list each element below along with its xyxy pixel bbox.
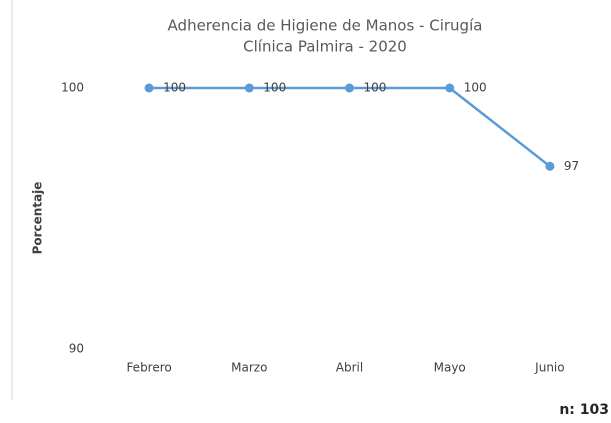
x-tick-label: Abril [336, 361, 363, 375]
data-point [244, 83, 254, 93]
x-tick-label: Junio [534, 361, 564, 375]
annotation: n: 103 [559, 402, 609, 418]
y-axis-title: Porcentaje [31, 182, 45, 255]
y-tick-label: 90 [69, 342, 84, 356]
x-tick-label: Mayo [434, 361, 466, 375]
data-label: 100 [263, 81, 286, 95]
data-point [345, 83, 354, 93]
x-tick-label: Marzo [231, 361, 267, 375]
x-tick-label: Febrero [126, 361, 171, 375]
data-label: 100 [364, 81, 387, 95]
chart-subtitle: Clínica Palmira - 2020 [243, 38, 407, 56]
data-point [545, 161, 555, 171]
data-label: 100 [464, 81, 487, 95]
chart-title: Adherencia de Higiene de Manos - Cirugía [168, 17, 483, 35]
data-label: 97 [564, 159, 579, 173]
data-label: 100 [163, 81, 186, 95]
data-point [445, 83, 455, 93]
data-point [144, 83, 154, 93]
y-tick-label: 100 [61, 81, 84, 95]
